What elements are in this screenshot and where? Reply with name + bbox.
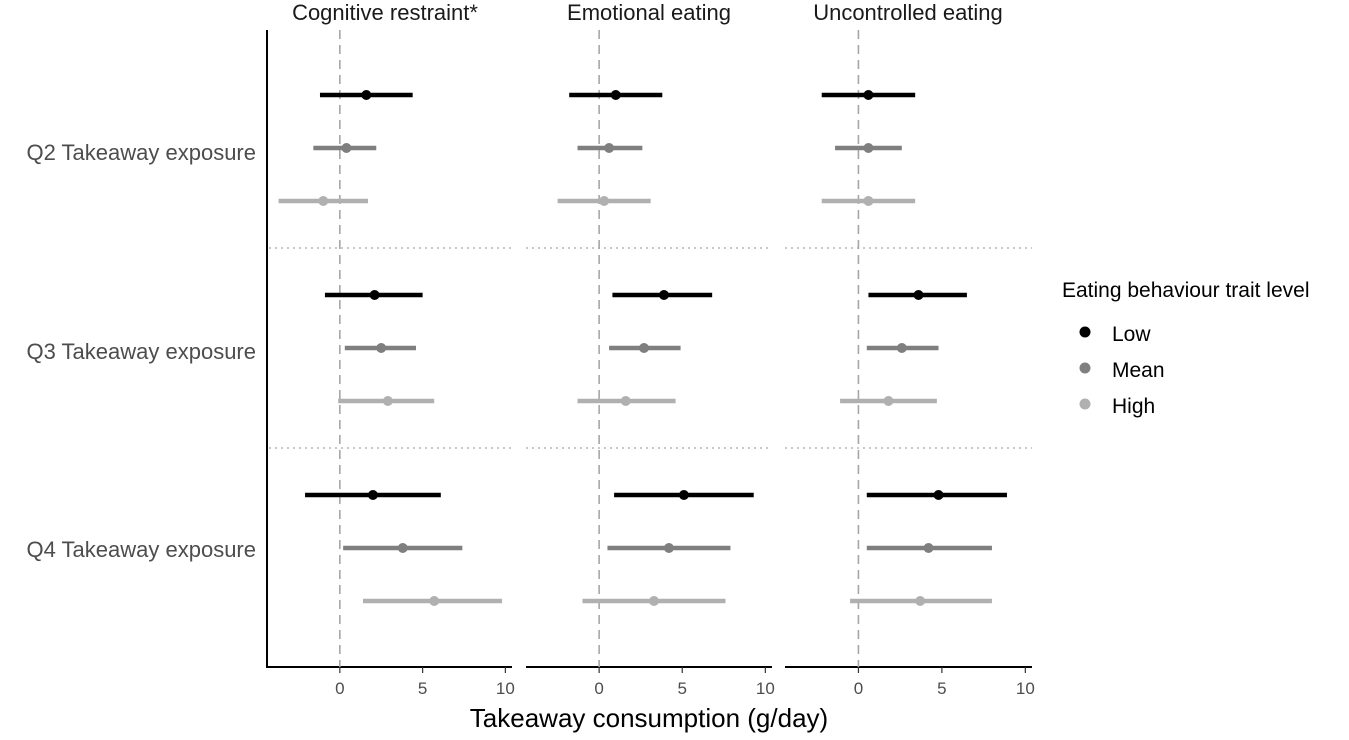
point-estimate-emotional-eating-q4-mean bbox=[663, 543, 674, 553]
point-estimate-cognitive-restraint-q3-high bbox=[382, 396, 393, 406]
point-estimate-emotional-eating-q2-mean bbox=[604, 143, 615, 153]
x-tick-label-emotional-eating-0: 0 bbox=[594, 679, 603, 698]
point-estimate-emotional-eating-q3-low bbox=[658, 290, 669, 300]
row-label-q3: Q3 Takeaway exposure bbox=[26, 339, 256, 364]
point-estimate-uncontrolled-eating-q2-low bbox=[863, 90, 874, 100]
point-estimate-uncontrolled-eating-q3-mean bbox=[896, 343, 907, 353]
facet-title-cognitive-restraint: Cognitive restraint* bbox=[292, 0, 478, 25]
point-estimate-emotional-eating-q2-high bbox=[599, 196, 610, 206]
point-estimate-cognitive-restraint-q2-high bbox=[318, 196, 329, 206]
point-estimate-uncontrolled-eating-q3-high bbox=[883, 396, 894, 406]
reference-lines bbox=[339, 30, 860, 667]
legend: Eating behaviour trait level Low Mean Hi… bbox=[1062, 279, 1309, 418]
facet-title-emotional-eating: Emotional eating bbox=[567, 0, 731, 25]
point-estimate-cognitive-restraint-q2-mean bbox=[341, 143, 352, 153]
point-estimate-emotional-eating-q3-high bbox=[620, 396, 631, 406]
point-estimate-uncontrolled-eating-q2-mean bbox=[863, 143, 874, 153]
estimate-marks bbox=[278, 90, 1007, 606]
legend-key-low bbox=[1079, 326, 1091, 338]
x-tick-label-uncontrolled-eating-5: 5 bbox=[937, 679, 946, 698]
point-estimate-uncontrolled-eating-q4-high bbox=[915, 596, 926, 606]
legend-label-mean: Mean bbox=[1112, 359, 1165, 382]
legend-key-high bbox=[1079, 398, 1091, 410]
point-estimate-uncontrolled-eating-q2-high bbox=[863, 196, 874, 206]
x-tick-label-cognitive-restraint-5: 5 bbox=[418, 679, 427, 698]
x-tick-label-emotional-eating-10: 10 bbox=[756, 679, 775, 698]
legend-key-mean bbox=[1079, 362, 1091, 374]
point-estimate-uncontrolled-eating-q4-low bbox=[933, 490, 944, 500]
x-ticks: 0 5 10 0 5 10 0 5 10 bbox=[335, 667, 1035, 698]
point-estimate-cognitive-restraint-q2-low bbox=[361, 90, 372, 100]
legend-label-low: Low bbox=[1112, 323, 1151, 346]
facet-title-uncontrolled-eating: Uncontrolled eating bbox=[813, 0, 1003, 25]
row-label-q2: Q2 Takeaway exposure bbox=[26, 140, 256, 165]
point-estimate-cognitive-restraint-q4-mean bbox=[397, 543, 408, 553]
x-tick-label-cognitive-restraint-0: 0 bbox=[335, 679, 344, 698]
x-tick-label-uncontrolled-eating-10: 10 bbox=[1016, 679, 1035, 698]
row-label-q4: Q4 Takeaway exposure bbox=[26, 537, 256, 562]
point-estimate-uncontrolled-eating-q4-mean bbox=[923, 543, 934, 553]
point-estimate-cognitive-restraint-q4-low bbox=[367, 490, 378, 500]
legend-label-high: High bbox=[1112, 395, 1155, 418]
x-axis-title: Takeaway consumption (g/day) bbox=[470, 703, 828, 733]
point-estimate-cognitive-restraint-q3-mean bbox=[376, 343, 387, 353]
x-tick-label-cognitive-restraint-10: 10 bbox=[496, 679, 515, 698]
point-estimate-emotional-eating-q3-mean bbox=[639, 343, 650, 353]
point-estimate-emotional-eating-q4-high bbox=[648, 596, 659, 606]
point-estimate-cognitive-restraint-q4-high bbox=[429, 596, 440, 606]
row-separators bbox=[269, 247, 1032, 449]
point-estimate-emotional-eating-q4-low bbox=[678, 490, 689, 500]
x-tick-label-uncontrolled-eating-0: 0 bbox=[854, 679, 863, 698]
legend-title: Eating behaviour trait level bbox=[1062, 279, 1309, 302]
point-estimate-cognitive-restraint-q3-low bbox=[369, 290, 380, 300]
point-estimate-emotional-eating-q2-low bbox=[610, 90, 621, 100]
point-estimate-uncontrolled-eating-q3-low bbox=[913, 290, 924, 300]
x-tick-label-emotional-eating-5: 5 bbox=[678, 679, 687, 698]
